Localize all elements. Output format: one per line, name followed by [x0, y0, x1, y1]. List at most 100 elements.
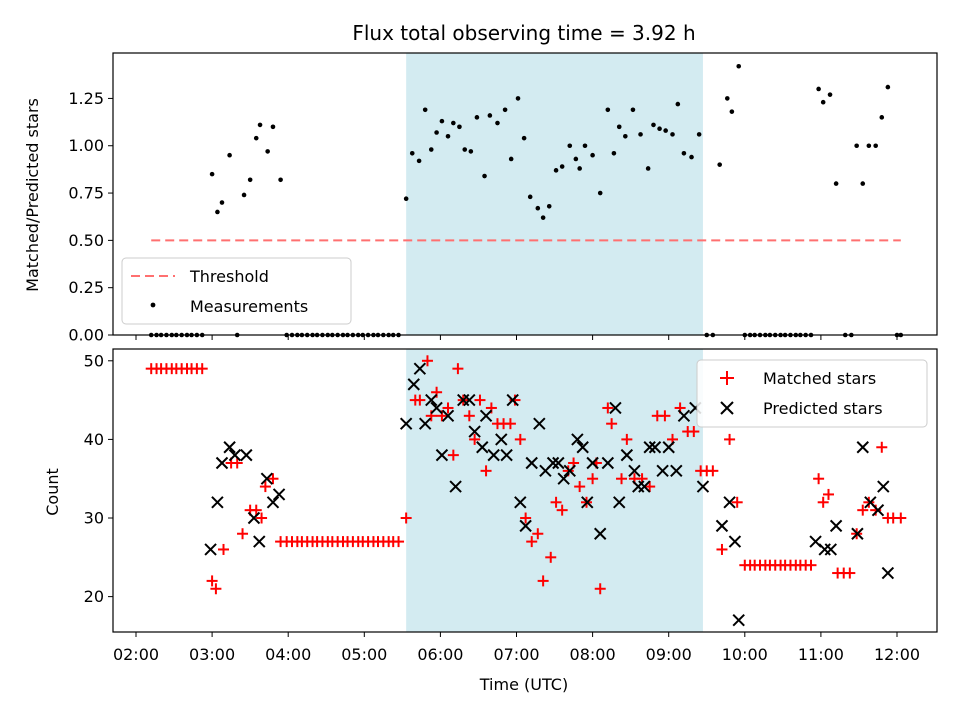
measurement-point: [638, 132, 643, 137]
predicted-star-point: [260, 472, 274, 485]
measurement-point: [227, 152, 232, 158]
measurement-point: [820, 99, 826, 105]
x-tick-label: 02:00: [113, 645, 159, 664]
measurement-point: [663, 128, 668, 133]
matched-star-point: [863, 496, 875, 508]
predicted-star-point: [441, 409, 455, 423]
measurement-point: [675, 101, 681, 107]
matched-star-point: [621, 433, 633, 445]
measurement-point: [546, 204, 552, 209]
matched-star-point: [231, 457, 243, 469]
measurement-point: [736, 63, 742, 69]
predicted-star-point: [228, 448, 242, 462]
predicted-star-point: [723, 496, 736, 509]
top-y-tick-label: 0.75: [68, 184, 104, 203]
predicted-star-point: [732, 614, 745, 627]
measurement-point: [457, 124, 462, 130]
measurement-point: [257, 122, 263, 128]
predicted-star-point: [881, 566, 895, 580]
predicted-star-point: [463, 393, 476, 407]
measurement-point: [409, 151, 415, 156]
predicted-star-point: [407, 378, 420, 391]
predicted-star-point: [211, 496, 224, 509]
predicted-star-point: [253, 535, 266, 548]
matched-star-point: [556, 504, 568, 516]
matched-star-point: [421, 355, 433, 367]
measurement-point: [670, 132, 675, 137]
measurement-point: [623, 133, 628, 139]
measurement-point: [521, 135, 527, 141]
matched-star-point: [400, 512, 412, 524]
measurement-point: [567, 143, 573, 149]
measurement-point: [428, 147, 434, 152]
predicted-star-point: [435, 448, 449, 462]
top-panel: 0.00 0.25 0.50 0.75 1.00 1.25 Matched/Predict…: [23, 52, 938, 345]
matched-star-point: [414, 394, 426, 406]
matched-star-point: [594, 583, 606, 595]
bottom-legend: Matched stars Predicted stars: [696, 359, 928, 428]
legend-threshold-label: Threshold: [189, 267, 269, 286]
measurement-point: [527, 194, 533, 200]
measurement-point: [816, 86, 821, 92]
matched-star-point: [474, 394, 486, 406]
measurement-point: [209, 171, 215, 177]
matched-star-point: [707, 465, 719, 477]
predicted-star-point: [546, 456, 560, 470]
top-legend-box: [121, 257, 352, 325]
matched-star-point: [857, 504, 869, 516]
measurement-point: [866, 143, 872, 149]
predicted-star-point: [581, 496, 594, 509]
matched-star-point: [256, 512, 268, 524]
predicted-star-point: [662, 441, 675, 454]
matched-star-point: [514, 433, 526, 445]
x-tick-label: 05:00: [341, 645, 387, 664]
measurement-point: [502, 107, 508, 113]
measurement-point: [215, 209, 220, 215]
matched-star-point: [606, 418, 618, 430]
predicted-star-point: [533, 417, 546, 430]
measurement-point: [630, 107, 636, 113]
matched-star-point: [504, 418, 516, 430]
measurement-point: [729, 109, 735, 114]
predicted-star-point: [715, 519, 729, 533]
measurement-point: [873, 143, 878, 149]
measurement-point: [582, 143, 588, 149]
matched-star-point: [823, 488, 835, 500]
predicted-star-point: [818, 543, 831, 556]
measurement-point: [590, 152, 595, 158]
measurement-point: [403, 196, 409, 202]
predicted-star-point: [677, 409, 691, 423]
predicted-star-point: [643, 441, 656, 454]
matched-star-point: [587, 473, 599, 485]
predicted-star-point: [425, 393, 438, 407]
matched-star-point: [526, 536, 538, 548]
predicted-star-point: [468, 425, 481, 438]
matched-star-point: [469, 433, 481, 445]
measurement-point: [439, 118, 445, 124]
predicted-star-point: [476, 441, 489, 454]
predicted-star-point: [525, 456, 538, 470]
matched-star-point: [813, 473, 825, 485]
matched-star-point: [452, 363, 464, 375]
matched-star-point: [196, 363, 208, 375]
predicted-star-point: [613, 496, 626, 509]
predicted-star-point: [824, 543, 838, 556]
matched-star-point: [537, 575, 549, 587]
measurement-point: [879, 115, 885, 120]
predicted-star-point: [223, 441, 236, 454]
matched-star-point: [463, 410, 475, 422]
predicted-star-point: [487, 448, 500, 462]
predicted-star-point: [609, 401, 622, 415]
measurement-point: [577, 166, 582, 171]
bottom-y-tick-label: 50: [84, 351, 104, 370]
matched-star-point: [688, 426, 700, 438]
top-axes-frame: [112, 52, 938, 336]
matched-stars-series: [145, 355, 907, 595]
predicted-star-point: [399, 417, 413, 430]
predicted-star-point: [500, 448, 513, 462]
matched-star-point: [724, 433, 736, 445]
matched-star-point: [545, 551, 557, 563]
matched-star-point: [250, 504, 262, 516]
measurement-point: [616, 124, 622, 130]
predicted-star-point: [851, 527, 864, 540]
